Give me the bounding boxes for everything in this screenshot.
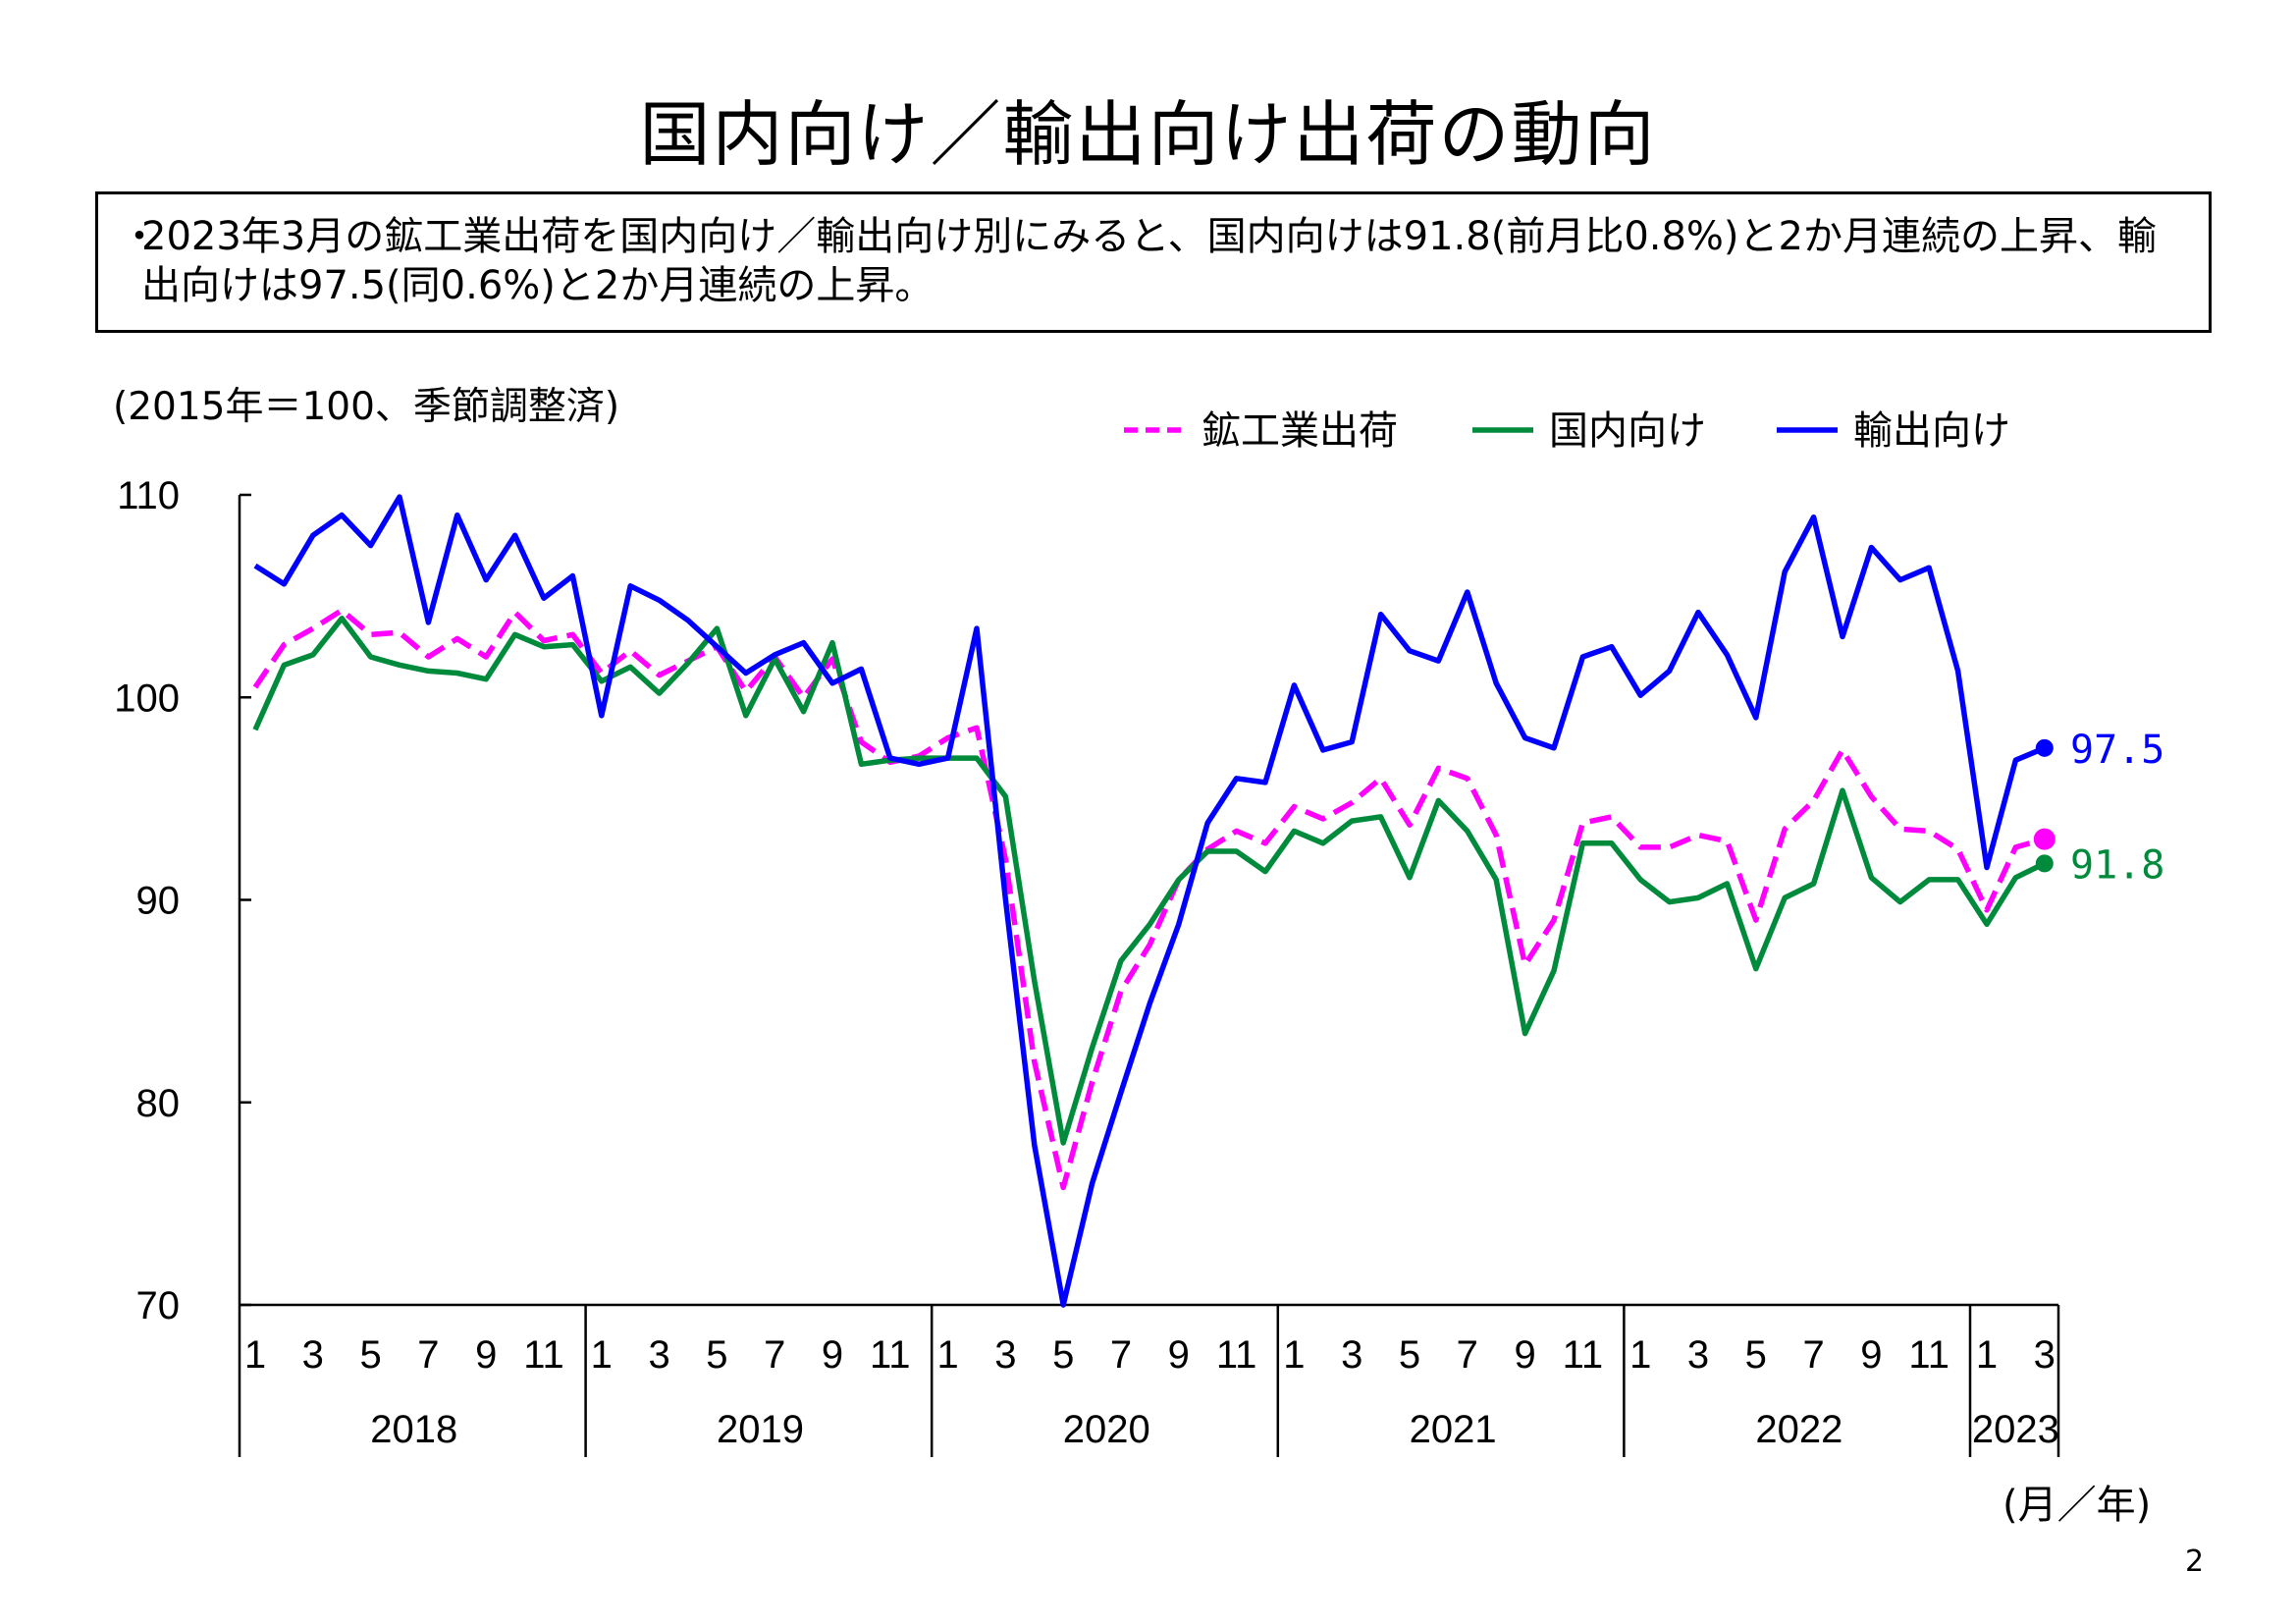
x-month-label: 9 — [475, 1333, 497, 1377]
x-month-label: 11 — [1216, 1333, 1257, 1377]
series-end-marker-1 — [2035, 854, 2054, 873]
legend-label: 鉱工業出荷 — [1201, 408, 1398, 454]
x-month-label: 3 — [1687, 1333, 1709, 1377]
x-month-label: 5 — [706, 1333, 727, 1377]
x-month-label: 5 — [1399, 1333, 1420, 1377]
x-year-label: 2020 — [1063, 1408, 1150, 1451]
series-line-1 — [252, 616, 2047, 1146]
x-month-label: 1 — [1283, 1333, 1305, 1377]
x-month-label: 7 — [1457, 1333, 1478, 1377]
y-tick-label: 80 — [136, 1082, 181, 1125]
series-end-label: 97.5 — [2070, 728, 2164, 773]
x-month-label: 11 — [523, 1333, 564, 1377]
x-month-label: 5 — [1745, 1333, 1767, 1377]
summary-text: 2023年3月の鉱工業出荷を国内向け／輸出向け別にみると、国内向けは91.8(前… — [141, 214, 2157, 308]
x-month-label: 7 — [417, 1333, 439, 1377]
x-year-label: 2022 — [1755, 1408, 1842, 1451]
x-axis-unit: (月／年) — [2002, 1483, 2152, 1528]
series-end-marker-0 — [2033, 828, 2056, 850]
x-month-label: 3 — [302, 1333, 324, 1377]
x-month-label: 7 — [1110, 1333, 1132, 1377]
x-month-label: 11 — [1563, 1333, 1604, 1377]
page-number: 2 — [2185, 1544, 2205, 1579]
x-month-label: 9 — [1860, 1333, 1882, 1377]
x-year-label: 2021 — [1410, 1408, 1497, 1451]
unit-note: (2015年＝100、季節調整済) — [113, 385, 620, 429]
x-month-label: 1 — [244, 1333, 266, 1377]
series-line-0 — [252, 607, 2046, 1191]
legend: 鉱工業出荷 国内向け 輸出向け — [1124, 408, 2010, 454]
x-month-label: 1 — [936, 1333, 958, 1377]
x-month-label: 3 — [2034, 1333, 2056, 1377]
x-year-label: 2019 — [717, 1408, 804, 1451]
series-line-2 — [253, 494, 2046, 1308]
x-month-label: 3 — [1341, 1333, 1362, 1377]
x-month-label: 11 — [870, 1333, 911, 1377]
legend-label: 国内向け — [1549, 408, 1706, 454]
x-month-label: 11 — [1908, 1333, 1949, 1377]
series-end-marker-2 — [2035, 738, 2054, 757]
summary-box: ・ 2023年3月の鉱工業出荷を国内向け／輸出向け別にみると、国内向けは91.8… — [95, 191, 2212, 333]
page-title: 国内向け／輸出向け出荷の動向 — [639, 93, 1657, 176]
x-month-label: 1 — [1976, 1333, 1998, 1377]
x-month-label: 3 — [994, 1333, 1016, 1377]
x-month-label: 9 — [822, 1333, 843, 1377]
x-month-label: 9 — [1168, 1333, 1190, 1377]
y-tick-label: 110 — [117, 474, 180, 517]
x-month-label: 7 — [1802, 1333, 1824, 1377]
x-month-label: 7 — [764, 1333, 785, 1377]
x-month-label: 5 — [359, 1333, 381, 1377]
legend-label: 輸出向け — [1853, 408, 2010, 454]
y-tick-label: 90 — [136, 880, 181, 923]
x-month-label: 1 — [591, 1333, 613, 1377]
x-year-label: 2023 — [1972, 1408, 2059, 1451]
x-month-label: 5 — [1052, 1333, 1074, 1377]
y-tick-label: 100 — [114, 677, 180, 720]
summary-bullet: ・ — [120, 214, 159, 259]
y-tick-label: 70 — [136, 1284, 181, 1327]
x-year-label: 2018 — [370, 1408, 457, 1451]
x-month-label: 9 — [1514, 1333, 1535, 1377]
x-month-label: 3 — [648, 1333, 669, 1377]
x-month-label: 1 — [1629, 1333, 1651, 1377]
series-layer: 97.5 91.8 — [252, 494, 2164, 1308]
series-end-label: 91.8 — [2070, 842, 2164, 888]
